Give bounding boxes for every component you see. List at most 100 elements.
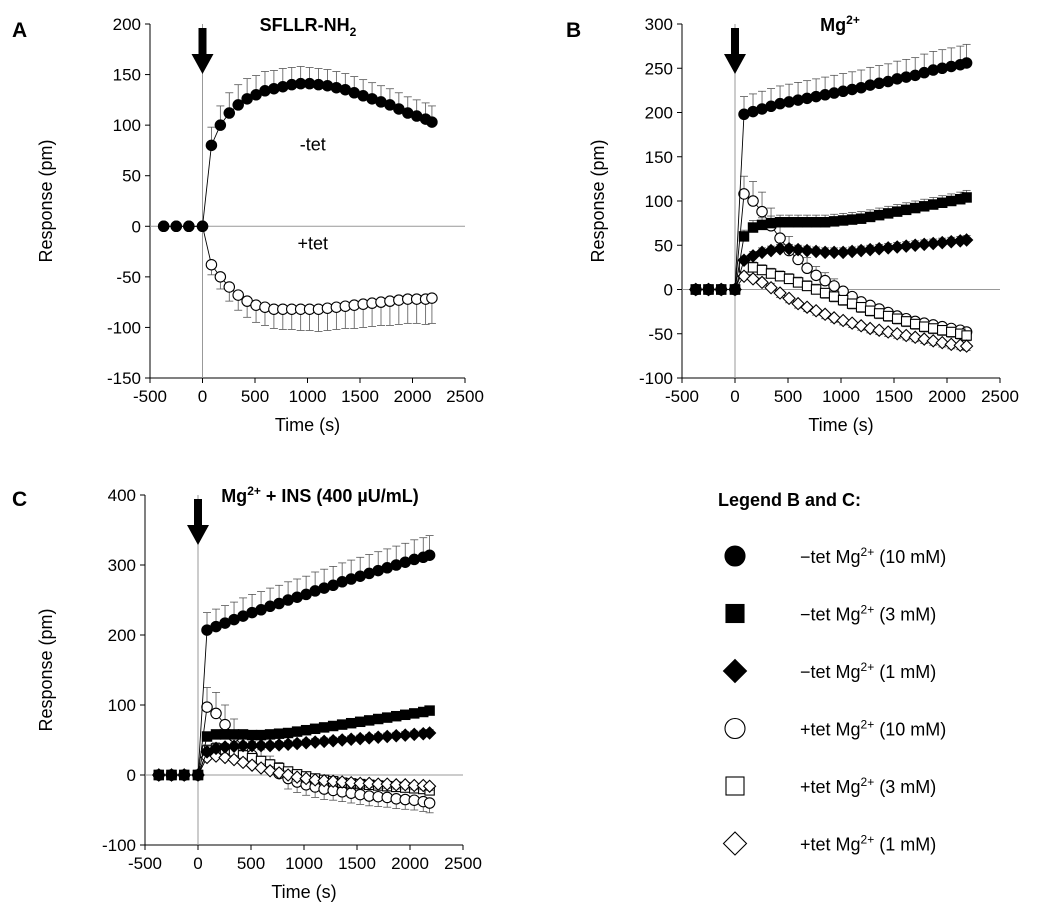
y-axis-label: Response (pm) — [588, 139, 608, 262]
title-text: Mg — [820, 15, 846, 35]
panel-label: C — [12, 488, 27, 511]
data-point — [810, 269, 822, 282]
data-point — [774, 270, 786, 282]
y-tick-label: 100 — [645, 192, 673, 211]
y-tick-label: 200 — [645, 104, 673, 123]
legend-entry: −tet Mg2+ (1 mM) — [722, 658, 936, 684]
x-tick-label: 1000 — [822, 387, 860, 406]
data-point — [792, 217, 804, 228]
data-point — [846, 214, 858, 225]
data-point — [809, 303, 823, 318]
data-point — [782, 242, 796, 256]
data-point — [426, 116, 438, 128]
data-point — [959, 233, 974, 247]
y-tick-label: 50 — [654, 236, 673, 255]
data-point — [291, 726, 303, 737]
data-point — [827, 311, 841, 325]
data-point — [254, 738, 268, 753]
data-point — [873, 308, 885, 319]
y-tick-label: 0 — [132, 217, 141, 236]
y-tick-label: -100 — [639, 369, 673, 388]
y-tick-label: -50 — [648, 325, 673, 344]
y-tick-label: 100 — [113, 116, 141, 135]
data-point — [917, 332, 931, 346]
data-point — [756, 264, 768, 276]
legend-label-text-rest: (1 mM) — [874, 662, 936, 682]
data-point — [864, 211, 876, 223]
data-point — [773, 242, 787, 256]
y-tick-label: -150 — [107, 369, 141, 388]
data-point — [152, 768, 166, 782]
data-point — [828, 216, 840, 227]
panel-label: A — [12, 19, 27, 42]
data-point — [900, 316, 912, 327]
series-circle-open — [157, 220, 438, 332]
data-point — [380, 777, 394, 791]
data-point — [918, 321, 930, 332]
data-point — [837, 215, 849, 226]
data-point — [299, 771, 313, 786]
x-tick-label: 2500 — [981, 387, 1019, 406]
data-point — [219, 718, 231, 731]
data-point — [961, 192, 972, 203]
legend-marker-circle — [724, 717, 746, 740]
data-point — [774, 232, 786, 244]
data-point — [196, 220, 209, 233]
data-point — [747, 195, 759, 207]
legend-marker-circle — [724, 545, 746, 567]
data-point — [882, 208, 894, 219]
legend-label-superscript: 2+ — [861, 660, 875, 674]
series-diamond-filled — [689, 233, 974, 297]
data-point — [828, 280, 840, 292]
data-point — [819, 287, 831, 299]
data-point — [747, 262, 759, 273]
y-tick-label: -50 — [116, 268, 141, 287]
data-point — [944, 337, 958, 352]
title-superscript: 2+ — [846, 13, 860, 27]
legend-label-superscript: 2+ — [861, 833, 875, 847]
stimulus-arrow — [187, 499, 209, 545]
data-point — [223, 281, 236, 293]
data-point — [819, 274, 831, 287]
x-tick-label: 2500 — [446, 387, 484, 406]
data-point — [936, 197, 948, 208]
series-circle-filled — [690, 43, 973, 296]
data-point — [959, 339, 974, 353]
data-point — [210, 729, 222, 740]
data-point — [327, 720, 339, 732]
panel-title: Mg2+ — [820, 13, 860, 35]
data-point — [765, 217, 777, 229]
data-point — [783, 273, 795, 285]
data-point — [810, 284, 822, 295]
data-point — [872, 323, 886, 337]
data-point — [246, 729, 258, 741]
data-point — [755, 275, 769, 290]
data-point — [774, 217, 786, 228]
data-point — [891, 206, 903, 217]
data-point — [422, 726, 437, 740]
data-point — [214, 119, 227, 131]
data-point — [747, 222, 759, 233]
y-tick-label: 0 — [127, 766, 136, 785]
data-point — [927, 199, 939, 210]
data-point — [756, 205, 768, 218]
data-point — [336, 719, 348, 730]
title-superscript: 2+ — [247, 484, 261, 498]
title-text: SFLLR-NH — [260, 15, 350, 35]
x-axis-label: Time (s) — [808, 415, 873, 435]
data-point — [201, 701, 213, 713]
y-tick-label: 0 — [664, 281, 673, 300]
data-point — [255, 729, 267, 741]
panel-title: Mg2+ + INS (400 µU/mL) — [221, 484, 419, 506]
data-point — [409, 708, 420, 719]
data-point — [863, 321, 877, 336]
x-axis-label: Time (s) — [275, 415, 340, 435]
y-axis-label: Response (pm) — [36, 608, 56, 731]
data-point — [164, 768, 179, 782]
legend-marker-diamond — [722, 658, 748, 684]
title-text: Mg — [221, 486, 247, 506]
series-diamond-filled — [152, 726, 437, 782]
legend-b-and-c: Legend B and C:−tet Mg2+ (10 mM)−tet Mg2… — [718, 490, 946, 856]
data-point — [765, 268, 777, 279]
data-point — [828, 291, 840, 302]
